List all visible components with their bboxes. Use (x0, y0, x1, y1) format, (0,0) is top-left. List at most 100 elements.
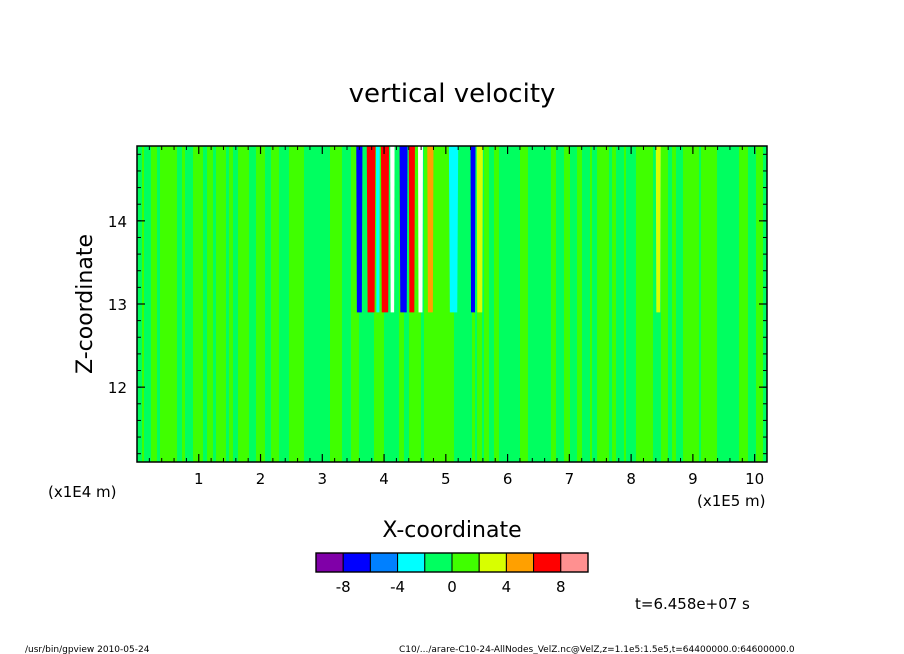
field-streak (221, 146, 226, 462)
field-streak (256, 146, 258, 462)
colorbar: -8 -4 0 4 8 (315, 552, 589, 596)
colorbar-tick-label: 8 (556, 578, 566, 596)
chart-title: vertical velocity (349, 79, 556, 109)
field-streak (207, 146, 213, 462)
x-tick-label: 7 (565, 470, 575, 488)
field-streak (590, 146, 592, 462)
colorbar-tick-label: -4 (390, 578, 405, 596)
field-streak (603, 146, 609, 462)
field-streak (436, 146, 439, 462)
field-band (356, 146, 363, 313)
field-band (448, 146, 459, 313)
field-streak (624, 146, 626, 462)
y-tick-label: 12 (108, 379, 127, 397)
field-streak (339, 146, 342, 462)
y-axis-label: Z-coordinate (73, 234, 98, 374)
x-tick-label: 1 (194, 470, 204, 488)
colorbar-swatch (451, 552, 480, 573)
x-tick-label: 4 (379, 470, 389, 488)
field-band (408, 146, 415, 313)
field-streak (182, 146, 185, 462)
colorbar-frame (315, 552, 589, 573)
field-streak (642, 146, 649, 462)
field-streak (551, 146, 556, 462)
field-streak (445, 146, 449, 462)
field-streak (612, 146, 616, 462)
field-streak (713, 146, 717, 462)
field-streak (151, 146, 157, 462)
colorbar-swatch (478, 552, 507, 573)
field-streak (294, 146, 297, 462)
field-streak (597, 146, 603, 462)
x-tick-label: 6 (503, 470, 513, 488)
colorbar-swatch (369, 552, 399, 573)
y-tick-label: 13 (108, 296, 127, 314)
x-tick-label: 10 (745, 470, 764, 488)
field-streak (663, 146, 668, 462)
field-band (380, 146, 389, 313)
x-tick-label: 8 (626, 470, 636, 488)
colorbar-swatch (533, 552, 562, 573)
y-axis: 12 13 14 (108, 153, 767, 455)
field-streak (577, 146, 582, 462)
field-band (366, 146, 376, 313)
field-streak (520, 146, 528, 462)
field-streak (649, 146, 653, 462)
field-streak (564, 146, 570, 462)
footer-left: /usr/bin/gpview 2010-05-24 (25, 645, 150, 654)
field-streak (439, 146, 445, 462)
field-band (655, 146, 661, 313)
field-band (390, 146, 395, 313)
colorbar-tick-label: -8 (336, 578, 351, 596)
field-streak (166, 146, 171, 462)
field-streak (661, 146, 663, 462)
field-streak (330, 146, 335, 462)
field-streak (695, 146, 699, 462)
field-streak (424, 146, 426, 462)
field-streak (289, 146, 294, 462)
footer-right: C10/.../arare-C10-24-AllNodes_VelZ.nc@Ve… (399, 645, 795, 654)
x-unit-right: (x1E5 m) (697, 492, 766, 510)
field-streak (494, 146, 499, 462)
x-axis: 1 2 3 4 5 6 7 8 9 10 (148, 146, 764, 488)
colorbar-tick-label: 4 (502, 578, 512, 596)
field-streak (335, 146, 339, 462)
colorbar-tick-label: 0 (447, 578, 457, 596)
field-band (376, 146, 380, 313)
field-streak (160, 146, 166, 462)
field-streak (353, 146, 359, 462)
colorbar-swatch (505, 552, 535, 573)
x-tick-label: 9 (688, 470, 698, 488)
x-unit-left: (x1E4 m) (48, 483, 117, 501)
field-streak (243, 146, 249, 462)
field-streak (193, 146, 195, 462)
colorbar-swatch (342, 552, 371, 573)
field-streak (739, 146, 746, 462)
field-band (476, 146, 483, 313)
field-streak (484, 146, 489, 462)
x-tick-label: 2 (256, 470, 266, 488)
field-streak (195, 146, 203, 462)
colorbar-swatch (397, 552, 426, 573)
field-streak (263, 146, 265, 462)
field-band (470, 146, 476, 313)
field-streak (216, 146, 221, 462)
field-streak (708, 146, 713, 462)
field-streak (746, 146, 748, 462)
field-streak (683, 146, 691, 462)
time-label: t=6.458e+07 s (635, 595, 750, 613)
colorbar-swatch (315, 552, 344, 573)
field-streak (271, 146, 279, 462)
field-band (427, 146, 434, 313)
colorbar-swatch (424, 552, 453, 573)
field-layer (142, 146, 763, 462)
x-tick-label: 5 (441, 470, 451, 488)
field-streak (426, 146, 429, 462)
field-streak (171, 146, 177, 462)
field-streak (701, 146, 708, 462)
field-band (418, 146, 423, 313)
field-band (399, 146, 408, 313)
y-tick-label: 14 (108, 213, 127, 231)
x-tick-label: 3 (318, 470, 328, 488)
